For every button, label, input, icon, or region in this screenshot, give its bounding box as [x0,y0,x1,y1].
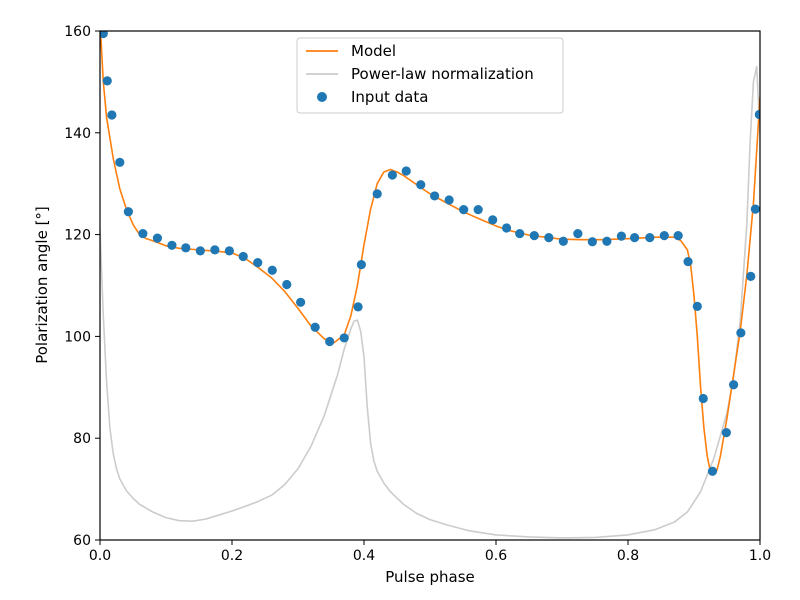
series-points [100,31,760,476]
data-point [673,231,683,241]
data-point [698,393,708,404]
x-tick-label: 0.0 [89,548,111,564]
data-point [459,205,469,215]
data-point [356,260,366,270]
legend-input-data-label: Input data [351,88,428,106]
data-point [325,336,335,347]
data-point [501,223,512,233]
legend-power-law-label: Power-law normalization [351,65,534,83]
data-point [167,240,177,250]
y-tick-label: 160 [64,24,91,40]
plot-frame [99,30,761,541]
data-point [152,233,163,243]
data-point [602,236,612,246]
data-point [267,265,277,275]
data-point [310,322,320,332]
data-point [721,428,731,438]
y-tick-label: 60 [73,533,91,549]
series-line-model [100,31,760,476]
data-point [401,166,411,176]
data-point [102,76,112,86]
series-line-power-law-normalization [100,65,760,539]
data-point [707,466,718,476]
data-point [138,228,148,239]
data-point [195,246,205,256]
data-point [115,157,125,167]
data-point [587,237,597,247]
x-tick-label: 0.4 [353,548,375,564]
data-point [736,328,746,338]
data-point [238,251,248,262]
x-tick-label: 1.0 [749,548,771,564]
data-point [515,228,525,239]
series-lines [100,31,760,539]
data-point [630,233,640,243]
data-point [181,243,191,253]
y-axis-label: Polarization angle [°] [33,206,51,364]
data-point [616,231,627,241]
data-point [339,333,349,343]
data-point [692,301,702,311]
data-point [296,297,306,307]
x-tick-label: 0.8 [617,548,639,564]
y-axis-ticks: 60 80 100 120 140 160 [64,24,100,549]
x-axis-ticks: 0.0 0.2 0.4 0.6 0.8 1.0 [89,540,771,564]
data-point [473,205,483,215]
data-point [123,207,133,217]
x-tick-label: 0.2 [221,548,243,564]
data-point [544,233,554,243]
data-point [746,271,756,281]
legend-box [296,37,564,114]
data-point [729,380,739,390]
y-tick-label: 100 [64,329,91,345]
data-point [754,109,760,120]
data-point [573,228,583,239]
data-point [645,233,655,243]
y-tick-label: 120 [64,228,91,244]
x-axis-label: Pulse phase [385,568,475,586]
data-point [107,110,117,120]
y-tick-label: 140 [64,126,91,142]
data-point [416,180,426,190]
data-point [558,236,568,246]
data-point [253,257,263,268]
data-point [683,256,693,267]
data-point [353,302,363,312]
y-tick-label: 80 [73,431,91,447]
legend: Model Power-law normalization Input data [296,37,564,114]
data-point [430,191,440,201]
data-point [659,231,669,241]
x-tick-label: 0.6 [485,548,507,564]
data-point [210,245,220,255]
data-point [529,231,539,241]
plot-area [100,31,760,540]
data-point [282,279,292,290]
data-point [224,246,234,256]
data-point [387,170,397,180]
data-point [488,215,498,225]
data-point [444,195,454,205]
data-point [100,31,108,39]
legend-input-data-swatch [317,92,327,102]
data-point [372,189,382,199]
legend-model-label: Model [351,42,396,60]
data-point [750,204,760,214]
